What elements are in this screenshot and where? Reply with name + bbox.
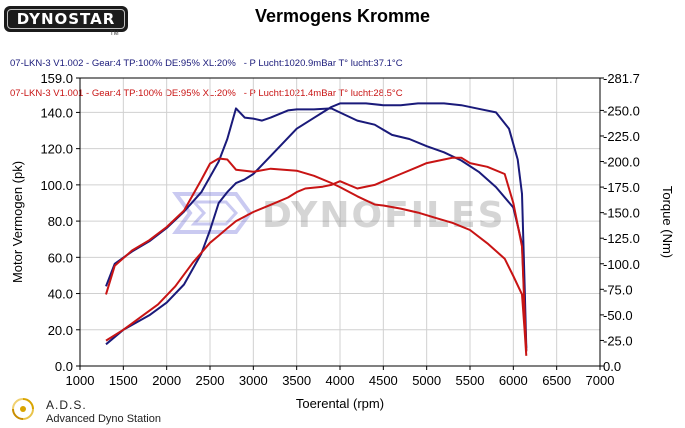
y-tick-label: 80.0 bbox=[48, 214, 73, 229]
y-tick-label: 60.0 bbox=[48, 250, 73, 265]
y2-tick-label: -200.0 bbox=[603, 155, 640, 170]
x-tick-label: 3000 bbox=[239, 373, 268, 388]
x-axis-label: Toerental (rpm) bbox=[296, 396, 384, 411]
x-tick-label: 4500 bbox=[369, 373, 398, 388]
y2-tick-label: -250.0 bbox=[603, 103, 640, 118]
series-line-1 bbox=[105, 102, 528, 348]
footer-title: A.D.S. bbox=[46, 398, 87, 412]
y2-tick-label: -25.0 bbox=[603, 333, 633, 348]
y2-tick-label: -125.0 bbox=[603, 231, 640, 246]
watermark-text: DYNOFILES bbox=[262, 195, 506, 236]
axis-ticks: 1000 1500 2000 2500 3000 3500 4000 4500 5000 5500… bbox=[40, 71, 639, 388]
logo-trademark: TM bbox=[110, 31, 119, 37]
series-layer bbox=[105, 102, 528, 356]
run-label-1: 07-LKN-3 V1.002 - Gear:4 TP:100% DE:95% … bbox=[10, 58, 403, 69]
y-tick-label: 159.0 bbox=[40, 71, 73, 86]
x-tick-label: 5500 bbox=[456, 373, 485, 388]
y2-tick-label: 0.0 bbox=[603, 359, 621, 374]
series-line-2 bbox=[105, 107, 528, 351]
x-tick-label: 5000 bbox=[412, 373, 441, 388]
y2-tick-label: -100.0 bbox=[603, 257, 640, 272]
run-label-2: 07-LKN-3 V1.001 - Gear:4 TP:100% DE:95% … bbox=[10, 88, 403, 99]
x-tick-label: 2000 bbox=[152, 373, 181, 388]
watermark-logo-icon bbox=[172, 192, 253, 234]
plot-frame bbox=[79, 77, 601, 367]
y2-tick-label: -281.7 bbox=[603, 71, 640, 86]
y-tick-label: 0.0 bbox=[55, 359, 73, 374]
x-tick-label: 6000 bbox=[499, 373, 528, 388]
x-tick-label: 3500 bbox=[282, 373, 311, 388]
y-tick-label: 140.0 bbox=[40, 105, 73, 120]
ads-emblem-icon bbox=[12, 398, 34, 420]
dynofiles-watermark: DYNOFILES bbox=[172, 192, 506, 236]
y2-tick-label: -50.0 bbox=[603, 308, 633, 323]
x-tick-label: 2500 bbox=[196, 373, 225, 388]
x-tick-label: 6500 bbox=[542, 373, 571, 388]
y-tick-label: 100.0 bbox=[40, 178, 73, 193]
y-tick-label: 120.0 bbox=[40, 142, 73, 157]
y2-tick-label: -225.0 bbox=[603, 129, 640, 144]
footer-subtitle: Advanced Dyno Station bbox=[46, 413, 161, 425]
y-axis-label: Motor Vermogen (pk) bbox=[10, 161, 25, 283]
series-line-3 bbox=[105, 156, 528, 352]
y2-tick-label: -175.0 bbox=[603, 180, 640, 195]
x-tick-label: 7000 bbox=[586, 373, 615, 388]
dynostar-logo: DYNOSTAR bbox=[4, 6, 128, 32]
x-tick-label: 1500 bbox=[109, 373, 138, 388]
y2-axis-label: Torque (Nm) bbox=[660, 186, 675, 258]
logo-text: DYNOSTAR bbox=[16, 10, 116, 28]
chart-title: Vermogens Kromme bbox=[254, 6, 431, 26]
series-line-4 bbox=[105, 157, 528, 356]
y-tick-label: 20.0 bbox=[48, 323, 73, 338]
logo-frame bbox=[7, 9, 125, 29]
x-tick-label: 1000 bbox=[66, 373, 95, 388]
run-legend: 07-LKN-3 V1.002 - Gear:4 TP:100% DE:95% … bbox=[10, 39, 403, 119]
y-tick-label: 40.0 bbox=[48, 287, 73, 302]
y2-tick-label: -150.0 bbox=[603, 206, 640, 221]
y2-tick-label: -75.0 bbox=[603, 282, 633, 297]
x-tick-label: 4000 bbox=[326, 373, 355, 388]
